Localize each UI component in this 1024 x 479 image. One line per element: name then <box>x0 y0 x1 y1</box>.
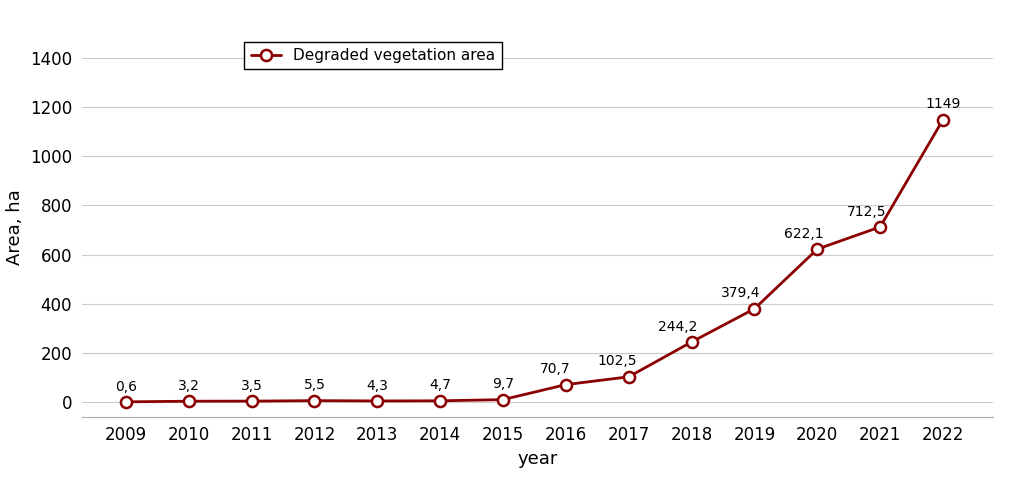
Text: 379,4: 379,4 <box>721 286 760 300</box>
Text: 9,7: 9,7 <box>492 377 514 391</box>
Text: 244,2: 244,2 <box>658 319 697 334</box>
Text: 70,7: 70,7 <box>540 362 570 376</box>
Degraded vegetation area <box>749 306 761 312</box>
Text: 4,3: 4,3 <box>367 378 388 393</box>
Text: 102,5: 102,5 <box>598 354 637 368</box>
Degraded vegetation area <box>937 117 949 123</box>
Degraded vegetation area <box>623 374 635 380</box>
Text: 712,5: 712,5 <box>847 205 886 218</box>
Line: Degraded vegetation area: Degraded vegetation area <box>121 114 948 408</box>
Degraded vegetation area <box>497 397 509 402</box>
Degraded vegetation area <box>308 398 321 403</box>
X-axis label: year: year <box>517 450 558 468</box>
Text: 3,5: 3,5 <box>241 379 262 393</box>
Degraded vegetation area <box>246 398 258 404</box>
Legend: Degraded vegetation area: Degraded vegetation area <box>245 42 502 69</box>
Text: 3,2: 3,2 <box>178 379 200 393</box>
Degraded vegetation area <box>182 399 195 404</box>
Degraded vegetation area <box>434 398 446 404</box>
Degraded vegetation area <box>371 398 383 404</box>
Degraded vegetation area <box>120 399 132 405</box>
Y-axis label: Area, ha: Area, ha <box>6 190 25 265</box>
Degraded vegetation area <box>685 339 697 345</box>
Text: 0,6: 0,6 <box>115 379 137 394</box>
Degraded vegetation area <box>811 246 823 252</box>
Degraded vegetation area <box>874 224 887 230</box>
Text: 5,5: 5,5 <box>303 378 326 392</box>
Text: 622,1: 622,1 <box>783 227 823 241</box>
Text: 4,7: 4,7 <box>429 378 452 392</box>
Text: 1149: 1149 <box>926 97 961 111</box>
Degraded vegetation area <box>560 382 572 388</box>
